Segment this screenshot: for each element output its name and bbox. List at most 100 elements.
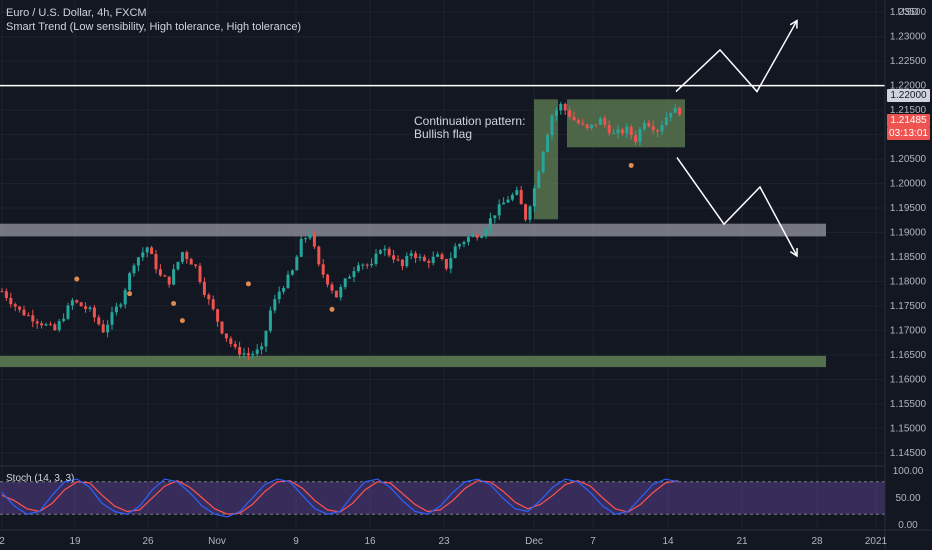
candle-body — [669, 112, 673, 118]
candle-body — [264, 330, 268, 347]
price-axis: USD1.235001.230001.225001.220001.215001.… — [884, 0, 927, 550]
candle-body — [488, 218, 492, 229]
candle-body — [343, 278, 347, 288]
candle-body — [356, 265, 360, 272]
pattern-annotation: Continuation pattern: Bullish flag — [414, 115, 525, 141]
candle-body — [576, 120, 580, 124]
indicator-title: Smart Trend (Low sensibility, High toler… — [6, 21, 302, 33]
candle-body — [444, 259, 448, 269]
annotation-line-1: Continuation pattern: — [414, 114, 526, 128]
candle-body — [317, 246, 321, 265]
candle-body — [101, 324, 105, 333]
y-tick-label: 1.15500 — [890, 399, 927, 410]
bearish-projection-path — [676, 157, 798, 257]
candle-body — [396, 259, 400, 261]
x-tick-label: 16 — [364, 536, 376, 547]
candle-body — [251, 353, 255, 356]
y-tick-label: 1.23500 — [890, 7, 927, 18]
y-tick-label: 1.16500 — [890, 350, 927, 361]
x-tick-label: 2021 — [865, 536, 888, 547]
x-tick-label: 14 — [662, 536, 674, 547]
candle-body — [616, 129, 620, 134]
candle-body — [541, 151, 545, 172]
bearish-arrowhead — [789, 247, 798, 258]
candle-body — [194, 264, 198, 266]
y-tick-label: 1.22500 — [890, 56, 927, 67]
candle-body — [554, 110, 558, 116]
candle-body — [299, 238, 303, 257]
candle-body — [480, 236, 484, 238]
candle-body — [312, 234, 316, 247]
y-tick-label: 1.18500 — [890, 252, 927, 263]
candle-body — [607, 124, 611, 134]
smart-trend-dot — [171, 300, 177, 306]
candle-body — [598, 118, 602, 125]
candle-body — [290, 270, 294, 275]
smart-trend-dot — [329, 306, 335, 312]
candle-body — [295, 256, 299, 271]
candle-body — [150, 247, 154, 255]
smart-trend-dot — [179, 318, 185, 324]
candle-body — [453, 246, 457, 259]
y-tick-label: 1.23000 — [890, 32, 927, 43]
candle-body — [70, 300, 74, 306]
candle-body — [361, 264, 365, 266]
smart-trend-dot — [628, 162, 634, 168]
candle-body — [224, 333, 228, 339]
y-tick-label: 1.17000 — [890, 325, 927, 336]
candle-body — [581, 123, 585, 125]
candle-body — [532, 188, 536, 207]
stoch-k-line — [1, 478, 679, 518]
candle-body — [114, 306, 118, 313]
overlays — [74, 19, 798, 324]
candle-body — [211, 299, 215, 310]
candle-body — [163, 275, 167, 277]
candle-body — [502, 202, 506, 205]
candle-body — [418, 256, 422, 259]
candle-body — [348, 276, 352, 279]
candle-body — [365, 264, 369, 266]
candle-body — [44, 324, 48, 326]
candle-body — [497, 204, 501, 216]
candle-body — [22, 309, 26, 316]
candle-body — [620, 129, 624, 134]
candle-body — [546, 135, 550, 152]
candle-body — [119, 304, 123, 307]
candle-body — [0, 291, 4, 293]
candle-body — [651, 126, 655, 131]
candle-body — [436, 254, 440, 257]
candle-body — [664, 117, 668, 126]
candle-body — [136, 257, 140, 266]
candle-body — [638, 129, 642, 142]
smart-trend-dot — [245, 281, 251, 287]
candle-body — [207, 294, 211, 300]
candle-body — [559, 103, 563, 111]
candle-body — [92, 307, 96, 318]
candle-body — [172, 269, 176, 285]
x-tick-label: Nov — [208, 536, 226, 547]
y-tick-label: 1.22000 — [890, 81, 927, 92]
candle-body — [475, 234, 479, 238]
candle-body — [40, 323, 44, 326]
time-axis: 2 19 26 Nov 9 16 23 Dec 7 14 21 28 2021 — [0, 465, 932, 547]
candle-body — [466, 236, 470, 243]
candle-body — [383, 248, 387, 251]
candle-body — [176, 261, 180, 270]
candle-body — [132, 265, 136, 274]
candle-body — [449, 258, 453, 269]
bullish-projection-path — [675, 20, 798, 93]
candle-body — [79, 302, 83, 307]
candle-body — [330, 284, 334, 291]
axis-unit: USD — [897, 7, 918, 18]
stoch-title: Stoch (14, 3, 3) — [6, 473, 75, 484]
candle-body — [484, 228, 488, 237]
candle-body — [18, 306, 22, 310]
candle-body — [427, 261, 431, 263]
candle-body — [141, 252, 145, 258]
candle-body — [528, 206, 532, 220]
candle-body — [603, 118, 607, 125]
candle-body — [286, 274, 290, 289]
candle-body — [563, 103, 567, 111]
